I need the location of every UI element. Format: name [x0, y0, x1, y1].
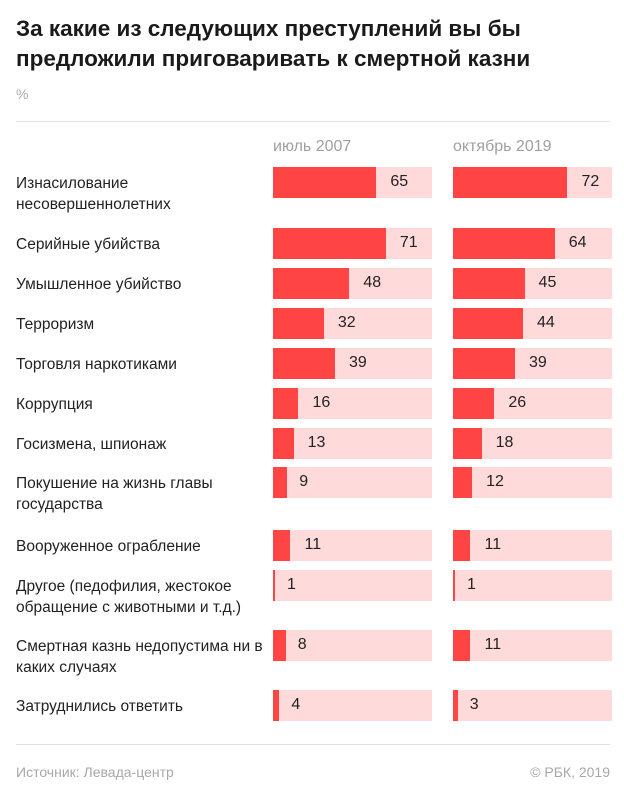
bar	[453, 570, 455, 601]
bar	[453, 268, 525, 299]
bar	[453, 388, 495, 419]
copyright: © РБК, 2019	[530, 764, 610, 780]
bar	[453, 530, 471, 561]
bar-track: 1	[453, 570, 612, 601]
category-label: Вооруженное ограбление	[16, 538, 201, 555]
bar	[273, 228, 386, 259]
bar-track: 71	[273, 228, 432, 259]
bar-track: 18	[453, 428, 612, 459]
data-label: 45	[538, 274, 557, 291]
category-label: Смертная казнь недопустима ни в каких сл…	[16, 638, 263, 676]
bar	[273, 530, 291, 561]
column-header-2019: октябрь 2019	[453, 138, 552, 155]
category-label: Коррупция	[16, 396, 93, 413]
bar-track: 72	[453, 167, 612, 198]
category-label: Покушение на жизнь главы государства	[16, 475, 213, 513]
bar-track: 4	[273, 690, 432, 721]
category-label: Изнасилование несовершеннолетних	[16, 175, 171, 213]
data-label: 72	[581, 173, 600, 190]
bar	[453, 167, 568, 198]
category-label: Затруднились ответить	[16, 698, 183, 715]
bar	[453, 428, 482, 459]
data-label: 39	[529, 354, 547, 371]
data-label: 39	[349, 354, 367, 371]
data-label: 26	[508, 394, 527, 411]
bar-track: 26	[453, 388, 612, 419]
bar	[453, 228, 555, 259]
bar-track: 32	[273, 308, 432, 339]
data-label: 44	[536, 314, 555, 331]
data-label: 71	[399, 234, 418, 251]
chart-title: За какие из следующих преступлений вы бы…	[16, 16, 531, 71]
data-label: 18	[495, 434, 514, 451]
bar-track: 39	[273, 348, 432, 379]
bar-track: 48	[273, 268, 432, 299]
bar	[273, 308, 324, 339]
bar-track: 12	[453, 467, 612, 498]
bar-track: 64	[453, 228, 612, 259]
bar	[273, 630, 286, 661]
source-note: Источник: Левада-центр	[16, 764, 174, 780]
bar	[453, 690, 458, 721]
bar-track: 11	[453, 530, 612, 561]
category-label: Терроризм	[16, 316, 95, 333]
data-label: 64	[568, 234, 587, 251]
data-label: 9	[299, 473, 309, 490]
bar-track: 8	[273, 630, 432, 661]
bar	[273, 467, 288, 498]
category-label: Другое (педофилия, жестокое обращение с …	[16, 578, 242, 616]
data-label: 11	[484, 636, 502, 653]
unit-label: %	[16, 86, 29, 102]
bar	[273, 570, 275, 601]
data-label: 32	[337, 314, 356, 331]
category-label: Серийные убийства	[16, 236, 161, 253]
bar	[453, 308, 523, 339]
bar	[273, 690, 280, 721]
bar	[453, 348, 515, 379]
category-label: Госизмена, шпионаж	[16, 436, 167, 453]
data-label: 12	[486, 473, 504, 490]
bar	[453, 467, 473, 498]
bar-track: 9	[273, 467, 432, 498]
bar-track: 65	[273, 167, 432, 198]
top-divider	[16, 121, 610, 122]
data-label: 11	[304, 536, 322, 553]
bar-track: 11	[453, 630, 612, 661]
column-header-2007: июль 2007	[273, 138, 352, 155]
data-label: 1	[287, 576, 296, 593]
data-label: 11	[484, 536, 502, 553]
data-label: 16	[312, 394, 331, 411]
data-label: 65	[390, 173, 409, 190]
bar-track: 39	[453, 348, 612, 379]
category-label: Умышленное убийство	[16, 276, 182, 293]
bottom-divider	[16, 744, 610, 745]
bar	[453, 630, 471, 661]
data-label: 1	[467, 576, 476, 593]
bar-track: 16	[273, 388, 432, 419]
bar	[273, 167, 377, 198]
bar-track: 45	[453, 268, 612, 299]
bar-track: 13	[273, 428, 432, 459]
bar-track: 11	[273, 530, 432, 561]
bar	[273, 428, 294, 459]
data-label: 48	[363, 274, 382, 291]
bar	[273, 348, 335, 379]
data-label: 4	[291, 696, 301, 713]
bar-track: 1	[273, 570, 432, 601]
bar-track: 3	[453, 690, 612, 721]
data-label: 8	[297, 636, 307, 653]
data-label: 13	[307, 434, 326, 451]
data-label: 3	[469, 696, 479, 713]
bar-track: 44	[453, 308, 612, 339]
bar	[273, 268, 350, 299]
bar	[273, 388, 299, 419]
category-label: Торговля наркотиками	[16, 356, 177, 373]
